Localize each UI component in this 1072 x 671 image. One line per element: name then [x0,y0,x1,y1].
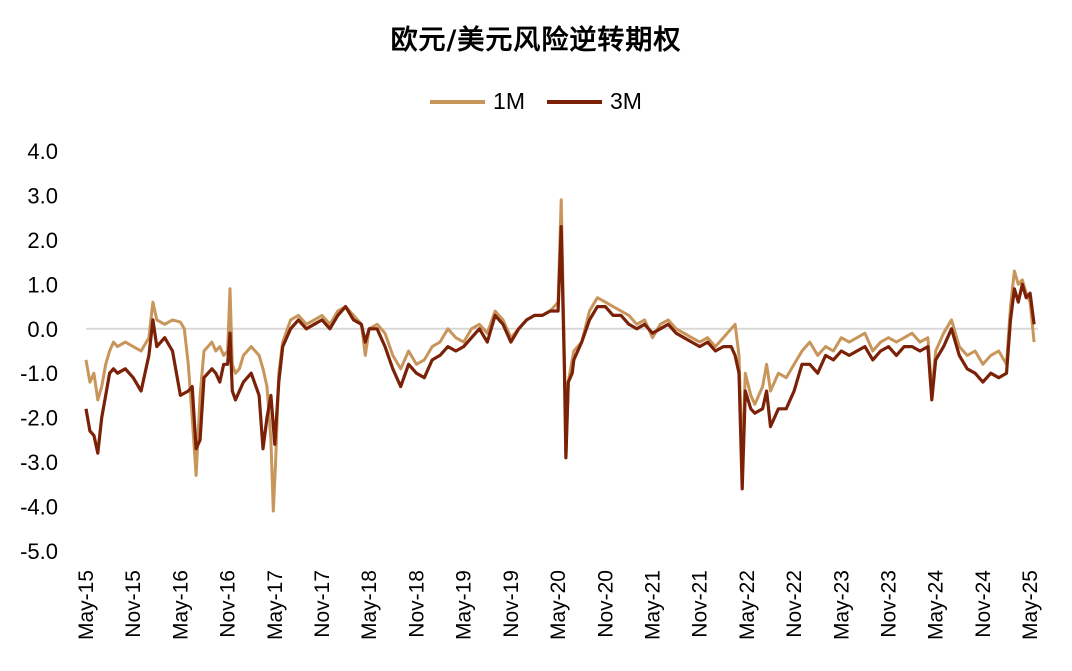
x-tick-label: May-18 [358,570,381,640]
y-tick-label: 1.0 [27,272,58,297]
x-tick-label: Nov-20 [594,570,617,638]
x-tick-label: Nov-16 [217,570,240,638]
x-tick-label: May-17 [264,570,287,640]
legend: 1M 3M [0,88,1072,115]
chart-title: 欧元/美元风险逆转期权 [390,25,682,56]
legend-item-1m: 1M [430,88,525,115]
y-axis-ticks: 4.0 3.0 2.0 1.0 0.0 -1.0 -2.0 -3.0 -4.0 -5.0 [20,139,58,564]
x-tick-label: Nov-24 [972,570,995,638]
x-tick-label: Nov-19 [500,570,523,638]
x-tick-label: May-24 [925,570,948,640]
x-tick-label: May-21 [641,570,664,640]
x-tick-label: May-25 [1019,570,1042,640]
x-tick-label: Nov-18 [405,570,428,638]
legend-swatch-3m [547,99,602,104]
x-tick-label: Nov-17 [311,570,334,638]
x-tick-label: May-22 [736,570,759,640]
legend-swatch-1m [430,99,486,104]
y-tick-label: 4.0 [27,139,58,164]
series-layer [84,198,1036,513]
y-tick-label: -2.0 [20,406,58,431]
x-tick-label: Nov-21 [689,570,712,638]
x-tick-label: May-19 [453,570,476,640]
x-axis-ticks: May-15 Nov-15 May-16 Nov-16 May-17 Nov-17 May-… [75,570,1042,640]
x-tick-label: May-15 [75,570,98,640]
x-tick-label: Nov-15 [122,570,145,638]
series-line-3m [84,225,1036,491]
y-tick-label: -5.0 [20,539,58,564]
x-tick-label: May-16 [169,570,192,640]
y-tick-label: 3.0 [27,183,58,208]
legend-item-3m: 3M [547,88,642,115]
y-tick-label: 2.0 [27,228,58,253]
x-tick-label: Nov-23 [878,570,901,638]
x-tick-label: May-23 [830,570,853,640]
legend-label-1m: 1M [493,88,525,114]
x-tick-label: Nov-22 [783,570,806,638]
y-tick-label: -4.0 [20,495,58,520]
y-tick-label: -1.0 [20,361,58,386]
y-tick-label: -3.0 [20,450,58,475]
y-tick-label: 0.0 [27,317,58,342]
legend-label-3m: 3M [610,88,642,114]
x-tick-label: May-20 [547,570,570,640]
